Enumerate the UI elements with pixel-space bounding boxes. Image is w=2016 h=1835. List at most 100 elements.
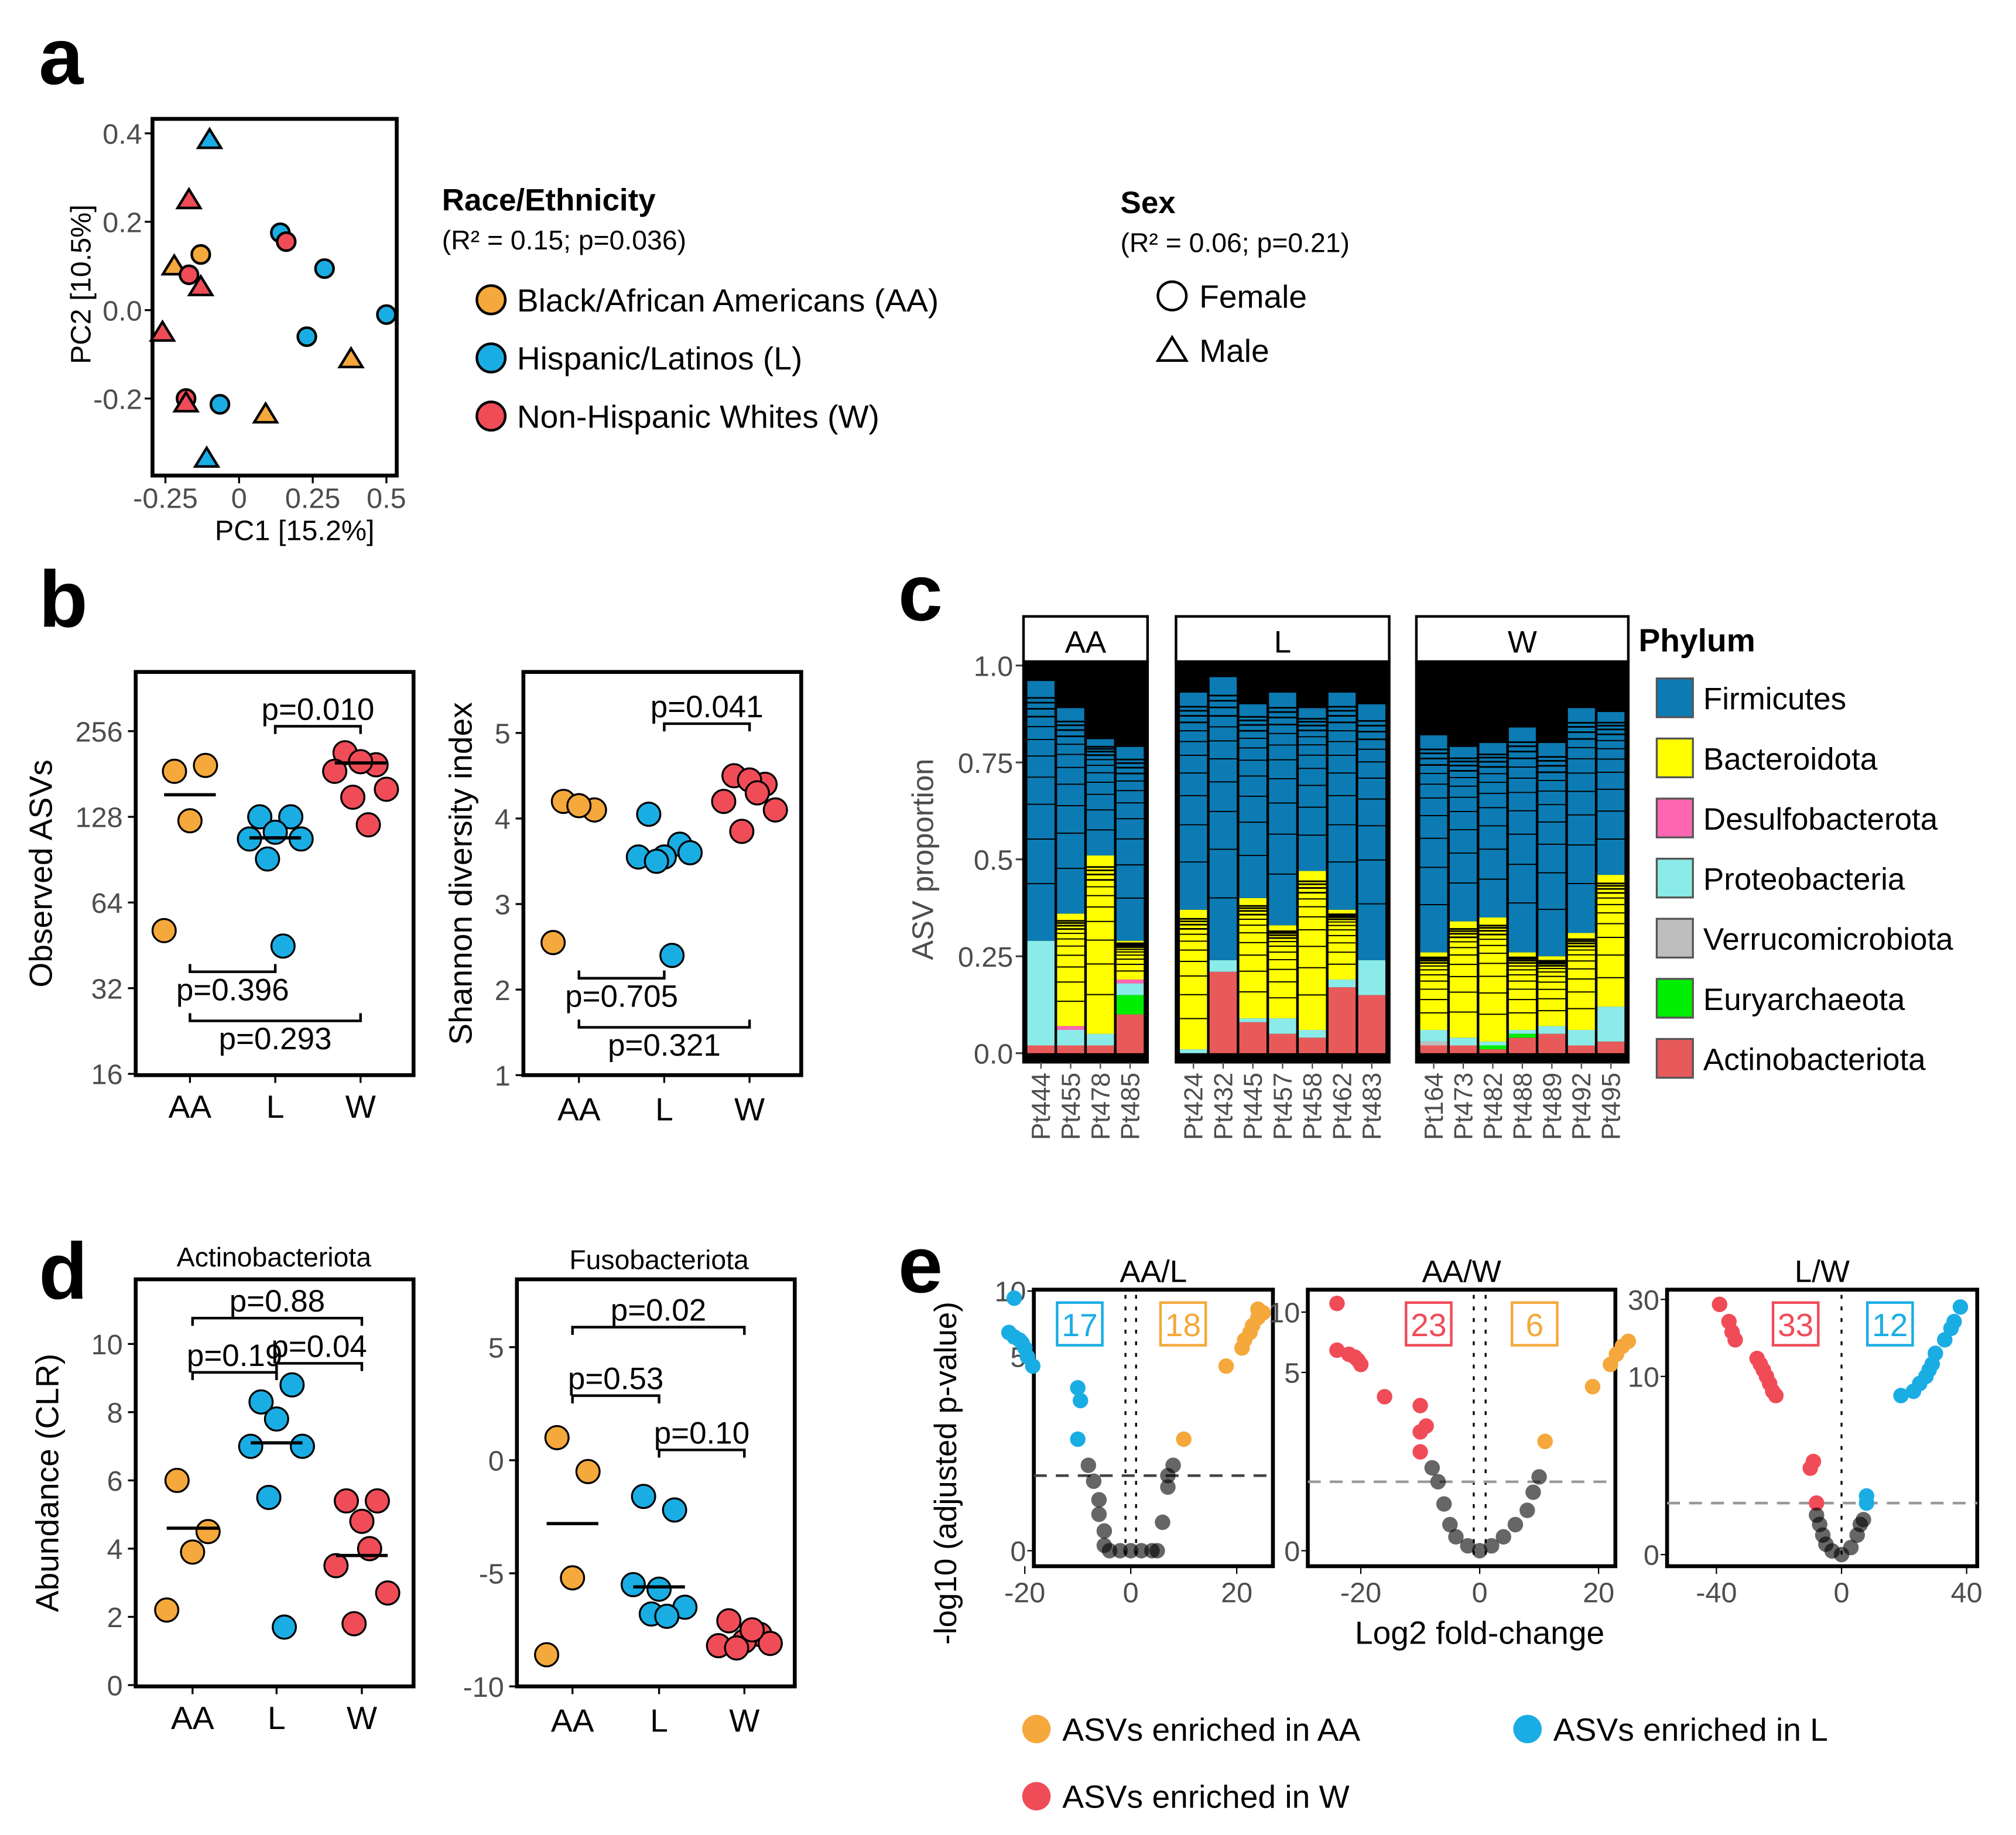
bar-segment-bacteroidota: [1567, 933, 1595, 1031]
bar-segment-actinobacteriota: [1567, 1045, 1595, 1053]
bar-segment-firmicutes: [1567, 708, 1595, 933]
count-label: 6: [1526, 1307, 1544, 1343]
point-L: [646, 1576, 672, 1602]
bar-segment-proteobacteria: [1449, 1038, 1477, 1046]
volcano-AA-L: AA/L-2002005101718: [994, 1254, 1275, 1609]
p-value-label: p=0.010: [261, 692, 374, 727]
significance-bracket: [571, 1326, 746, 1335]
volcano-title: L/W: [1795, 1254, 1850, 1289]
y-tick-label: 2: [107, 1602, 123, 1634]
count-label: 12: [1872, 1307, 1908, 1343]
point-not-significant: [1448, 1529, 1464, 1545]
point-enriched-AA: [1234, 1340, 1250, 1356]
p-value-label: p=0.19: [187, 1338, 282, 1373]
y-tick-label: 0.5: [974, 844, 1014, 876]
y-tick-label: 32: [91, 973, 123, 1005]
significance-bracket: [658, 1449, 746, 1458]
point-enriched-W: [1712, 1296, 1727, 1312]
bar-segment-actinobacteriota: [1449, 1045, 1477, 1053]
sample-label: Pt482: [1479, 1073, 1508, 1140]
y-tick-label: 6: [107, 1466, 123, 1497]
legend-swatch: [1655, 918, 1694, 959]
point-not-significant: [1149, 1543, 1165, 1559]
facet-label: AA: [1065, 625, 1107, 660]
point-not-significant: [1086, 1473, 1102, 1489]
x-tick-label: 20: [1221, 1577, 1252, 1609]
point-W: [711, 789, 737, 814]
count-label: 23: [1411, 1307, 1446, 1343]
point-enriched-L: [1937, 1332, 1953, 1348]
point-enriched-L: [1070, 1380, 1086, 1396]
point-W: [333, 1488, 360, 1514]
point-L: [255, 846, 280, 872]
bar-segment-firmicutes: [1508, 727, 1536, 953]
count-box-W: [1405, 1301, 1453, 1347]
point-not-significant: [1471, 1543, 1488, 1559]
x-tick-label: L: [655, 1091, 673, 1128]
y-tick-label: 0.0: [102, 295, 142, 327]
point-enriched-W: [1802, 1460, 1818, 1476]
sample-label: Pt444: [1027, 1073, 1056, 1140]
bar-segment-bacteroidota: [1449, 921, 1477, 1038]
point-L: [248, 1389, 274, 1415]
y-tick-label: 1: [495, 1060, 511, 1092]
legend-title-race: Race/Ethnicity: [442, 183, 656, 218]
legend-swatch: [1655, 737, 1694, 779]
y-tick-label: 3: [495, 889, 511, 921]
plot-title: Fusobacteriota: [569, 1244, 749, 1275]
p-value-label: p=0.88: [230, 1284, 325, 1319]
point-enriched-AA: [1584, 1379, 1601, 1395]
panel-letter-b: b: [39, 554, 88, 643]
significance-bracket: [189, 964, 277, 973]
legend-title-sex: Sex: [1121, 186, 1176, 220]
bar-segment-firmicutes: [1057, 708, 1084, 914]
bar-segment-firmicutes: [1269, 692, 1296, 926]
x-tick-label: L: [266, 1088, 285, 1125]
count-label: 33: [1778, 1307, 1813, 1343]
legend-label: Non-Hispanic Whites (W): [517, 399, 879, 435]
point-enriched-W: [1412, 1398, 1428, 1413]
count-box-W: [1771, 1301, 1820, 1347]
bar-segment-actinobacteriota: [1239, 1022, 1267, 1053]
point-AA: [162, 758, 187, 784]
bar-segment-bacteroidota: [1057, 913, 1084, 1026]
bar-segment-desulfobacterota: [1116, 979, 1144, 984]
bar-segment-firmicutes: [1449, 747, 1477, 922]
point-not-significant: [1101, 1543, 1118, 1559]
x-tick-label: 0: [1472, 1577, 1488, 1609]
point-enriched-W: [1727, 1332, 1743, 1348]
panel-letter-e: e: [898, 1220, 943, 1309]
point-male-W: [149, 319, 176, 342]
facet-label: W: [1508, 625, 1537, 660]
sample-label: Pt164: [1420, 1073, 1449, 1140]
strip-plot-b-left: 16 32 64 128 256 AA L W Observed ASVs p=0.010 p=0.…: [22, 670, 416, 1125]
point-enriched-W: [1350, 1352, 1366, 1368]
legend-marker-AA: [475, 284, 507, 316]
point-L: [270, 933, 296, 959]
y-tick-label: 0: [1010, 1536, 1026, 1567]
point-enriched-AA: [1603, 1357, 1618, 1372]
y-tick-label: 5: [488, 1332, 504, 1364]
point-enriched-W: [1418, 1418, 1434, 1434]
point-W: [739, 1617, 765, 1643]
plot-frame: [515, 1277, 797, 1689]
sample-label: Pt455: [1057, 1073, 1086, 1140]
x-tick-label: L: [268, 1700, 286, 1736]
point-AA: [566, 793, 592, 819]
y-axis-label: Observed ASVs: [22, 759, 59, 987]
point-enriched-L: [1025, 1358, 1041, 1374]
point-L: [278, 804, 304, 830]
bar-segment-actinobacteriota: [1420, 1045, 1447, 1053]
significance-bracket: [191, 1371, 278, 1381]
bar-segment-actinobacteriota: [1209, 971, 1237, 1053]
point-AA: [177, 808, 203, 834]
legend-label: Bacteroidota: [1703, 742, 1878, 776]
sample-label: Pt445: [1239, 1073, 1268, 1140]
point-L: [262, 819, 288, 845]
bar-segment-actinobacteriota: [1116, 1014, 1144, 1053]
bar-segment-firmicutes: [1420, 735, 1447, 953]
legend-swatch: [1655, 677, 1694, 718]
x-tick-label: W: [734, 1091, 765, 1128]
male-triangle-icon: [1155, 334, 1189, 362]
y-tick-label: 16: [91, 1059, 123, 1091]
